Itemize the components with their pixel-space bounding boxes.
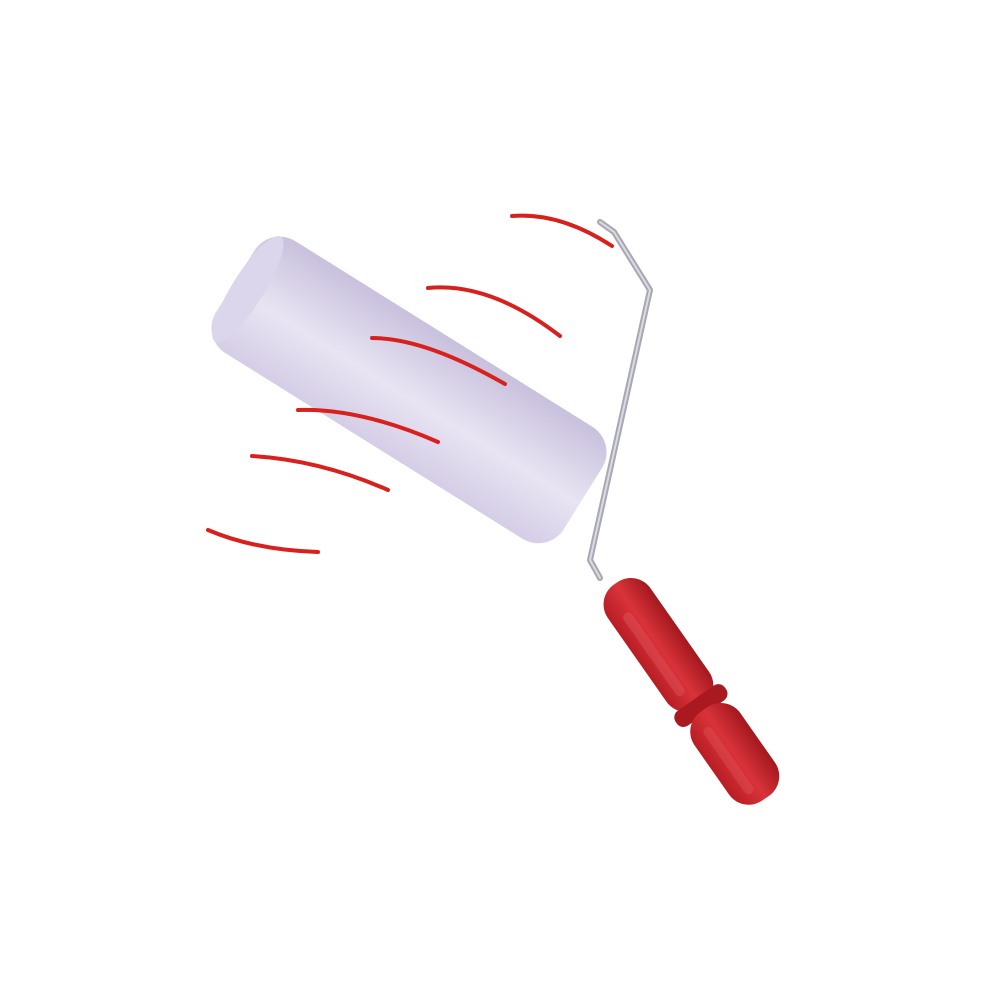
stripe-6 bbox=[206, 528, 320, 554]
roller-cover bbox=[211, 236, 607, 544]
stripe-1 bbox=[510, 213, 614, 248]
roller-stripes bbox=[206, 213, 614, 554]
roller-handle bbox=[603, 578, 780, 805]
stripe-4 bbox=[296, 407, 440, 444]
stripe-2 bbox=[426, 285, 562, 338]
stripe-5 bbox=[250, 454, 390, 492]
stripe-3 bbox=[370, 336, 507, 386]
